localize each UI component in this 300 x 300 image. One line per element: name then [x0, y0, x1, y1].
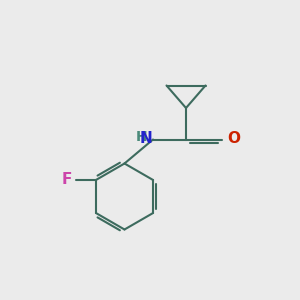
Text: O: O	[227, 131, 240, 146]
Text: H: H	[136, 130, 148, 144]
Text: N: N	[140, 131, 152, 146]
Text: F: F	[61, 172, 72, 187]
